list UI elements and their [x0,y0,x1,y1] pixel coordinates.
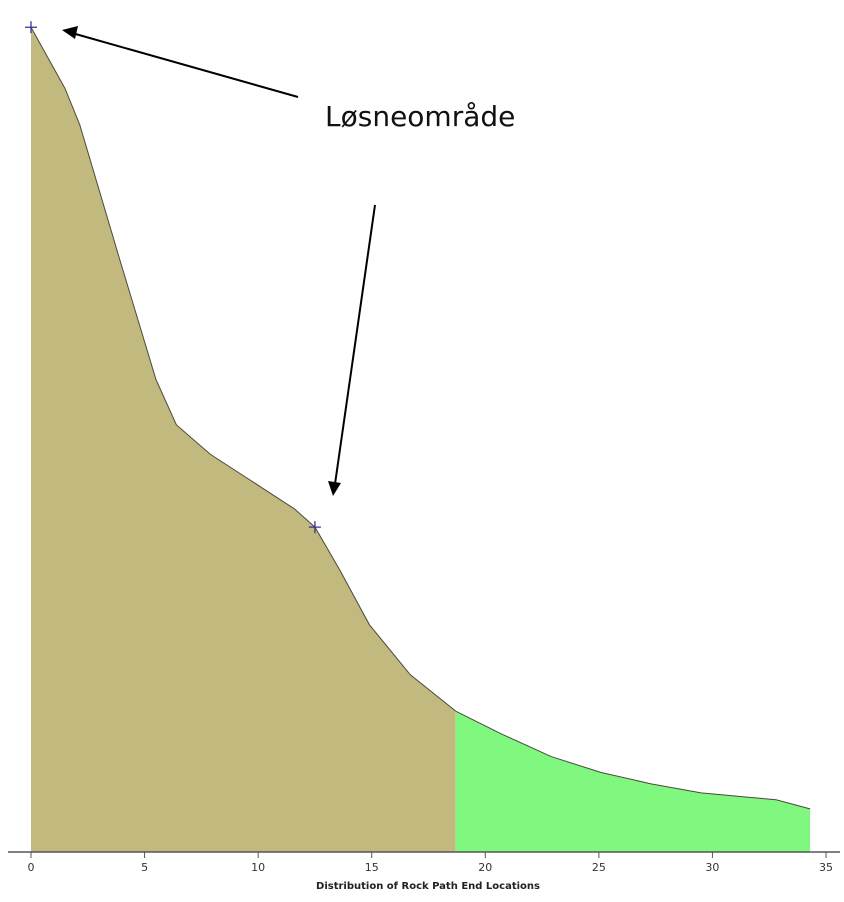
x-tick-label: 0 [28,861,35,874]
area [455,711,811,852]
annotation: Løsneområde [325,100,515,133]
x-tick-label: 30 [705,861,719,874]
x-tick-label: 15 [365,861,379,874]
marker [25,21,37,34]
profile-line [455,710,811,810]
x-tick-label: 10 [251,861,265,874]
profile-line [30,27,457,712]
x-axis-label: Distribution of Rock Path End Locations [316,881,540,892]
arrows [62,26,376,496]
x-tick-label: 35 [819,861,833,874]
x-tick-label: 20 [478,861,492,874]
x-tick-label: 5 [141,861,148,874]
x-tick-label: 25 [592,861,606,874]
area [31,27,456,853]
marker [308,521,321,534]
